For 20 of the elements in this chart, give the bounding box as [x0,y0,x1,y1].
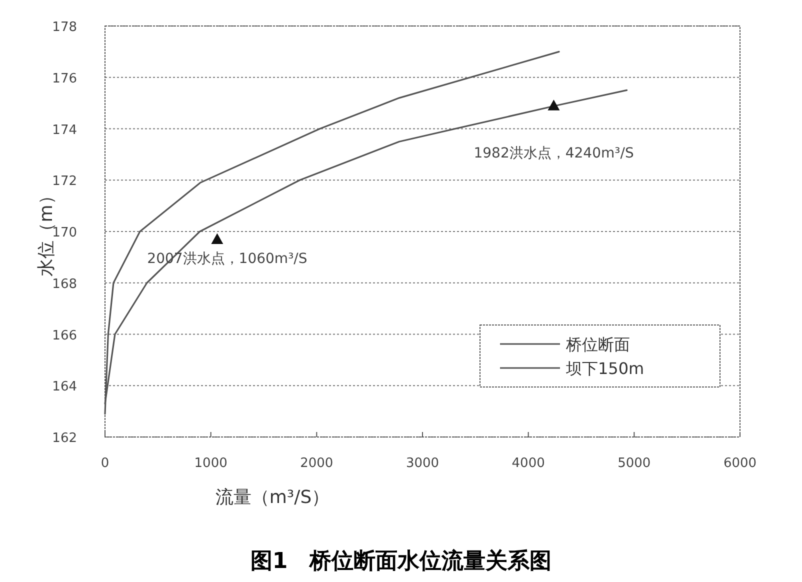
y-tick-label: 166 [52,328,77,344]
x-tick-label: 5000 [618,456,651,471]
x-tick-label: 3000 [406,456,440,471]
x-tick-label: 1000 [194,456,228,471]
x-tick-label: 0 [100,456,110,471]
x-tick-label: 2000 [300,456,334,471]
y-tick-label: 162 [52,431,77,446]
x-tick-label: 4000 [512,456,545,471]
x-tick-label: 6000 [723,456,757,471]
text: 图1 桥位断面水位流量关系图 [250,548,552,574]
y-tick-label: 178 [52,20,77,35]
y-tick-label: 176 [52,71,77,86]
legend-label: 桥位断面 [565,335,630,354]
y-tick-label: 168 [52,276,77,292]
x-axis-title: 流量（m³/S） [215,487,330,508]
y-tick-label: 174 [52,122,77,138]
annotation: 1982洪水点，4240m³/S [474,146,634,162]
y-tick-label: 164 [52,380,77,395]
legend-label: 坝下150m [565,359,644,378]
y-tick-label: 172 [52,174,77,190]
